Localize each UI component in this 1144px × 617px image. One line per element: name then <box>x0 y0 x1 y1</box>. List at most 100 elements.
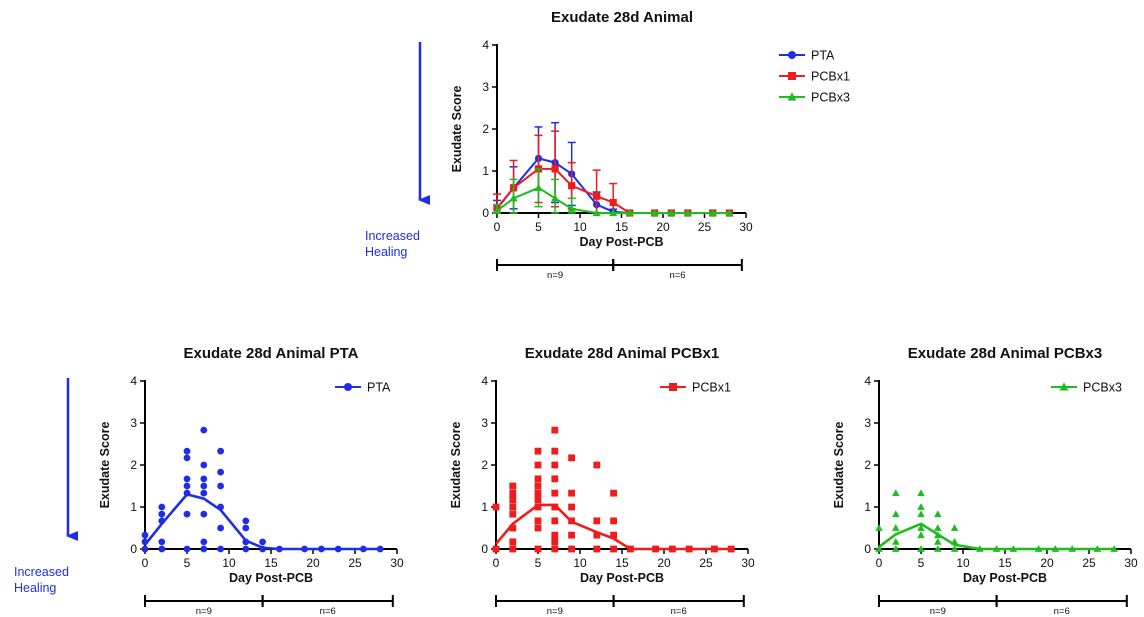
chart-panel-3: Exudate 28d Animal PCBx1 0 1 2 3 4 0 5 10 15 20 25 3… <box>449 345 755 617</box>
y-tick-label: 4 <box>130 374 137 388</box>
y-tick-label: 4 <box>864 374 871 388</box>
data-point <box>551 517 559 525</box>
data-point <box>509 503 517 511</box>
data-point <box>534 447 542 455</box>
y-axis-title: Exudate Score <box>832 422 846 509</box>
x-tick-label: 10 <box>573 220 587 234</box>
trend-line <box>878 522 1115 551</box>
data-point <box>492 503 500 511</box>
x-axis-title: Day Post-PCB <box>229 571 313 585</box>
data-point <box>183 482 191 490</box>
data-point <box>934 537 942 545</box>
data-point <box>509 482 517 490</box>
data-point <box>610 531 617 539</box>
y-tick-label: 3 <box>864 416 871 430</box>
data-point <box>158 503 166 511</box>
data-point <box>200 482 208 490</box>
data-point <box>534 482 542 490</box>
x-tick-label: 5 <box>535 556 542 570</box>
y-tick-label: 4 <box>482 38 489 52</box>
group-bracket: n=9 <box>878 595 998 617</box>
data-point <box>509 489 517 497</box>
data-point <box>934 545 942 552</box>
data-point <box>934 524 942 531</box>
x-tick-label: 30 <box>390 556 404 570</box>
data-point <box>551 194 560 202</box>
x-tick-label: 25 <box>348 556 362 570</box>
data-point <box>217 468 225 476</box>
x-tick-label: 30 <box>739 220 753 234</box>
data-point <box>200 461 208 469</box>
x-tick-label: 15 <box>998 556 1012 570</box>
data-point <box>610 489 617 497</box>
series-PCBx3 <box>875 489 1118 552</box>
group-label: n=6 <box>1054 606 1070 617</box>
x-axis-title: Day Post-PCB <box>963 571 1047 585</box>
x-tick-label: 15 <box>615 220 629 234</box>
chart-title: Exudate 28d Animal <box>551 9 693 26</box>
data-point <box>509 524 517 532</box>
x-tick-label: 5 <box>184 556 191 570</box>
data-point <box>200 538 208 546</box>
x-tick-label: 20 <box>1040 556 1054 570</box>
legend-label: PCBx1 <box>692 381 731 395</box>
y-tick-label: 3 <box>130 416 137 430</box>
group-bracket: n=6 <box>612 259 743 281</box>
legend-label: PCBx3 <box>811 91 850 105</box>
x-tick-label: 25 <box>698 220 712 234</box>
data-point <box>183 447 191 455</box>
data-point <box>568 531 575 539</box>
data-point <box>610 517 617 525</box>
group-label: n=6 <box>671 606 687 617</box>
series-PTA <box>141 426 384 553</box>
data-point <box>183 475 191 483</box>
data-point <box>200 426 208 434</box>
x-tick-label: 30 <box>1124 556 1138 570</box>
group-bracket: n=9 <box>496 259 615 281</box>
x-tick-label: 5 <box>918 556 925 570</box>
data-point <box>551 531 559 539</box>
data-point <box>892 545 900 552</box>
group-bracket: n=6 <box>261 595 394 617</box>
group-bracket: n=9 <box>495 595 615 617</box>
series-PCBx1 <box>492 426 735 553</box>
y-tick-label: 2 <box>864 458 871 472</box>
y-tick-label: 2 <box>482 122 489 136</box>
healing-annotation-bottom: Increased Healing <box>14 378 78 595</box>
data-point <box>593 461 601 469</box>
chart-panel-2: Exudate 28d Animal PTA 0 1 2 3 4 0 5 10 15 20 25 30 D… <box>98 345 404 617</box>
data-point <box>242 524 250 532</box>
series-PCBx3 <box>493 168 734 217</box>
data-point <box>534 496 542 504</box>
data-point <box>509 510 517 518</box>
legend-marker <box>788 51 796 59</box>
data-point <box>892 537 900 545</box>
data-point <box>568 489 575 497</box>
y-tick-label: 3 <box>481 416 488 430</box>
data-point <box>917 510 925 518</box>
data-point <box>534 183 543 191</box>
y-tick-label: 0 <box>864 542 871 556</box>
x-axis-title: Day Post-PCB <box>579 235 663 249</box>
legend-label: PCBx3 <box>1083 381 1122 395</box>
legend-item-PCBx3: PCBx3 <box>779 91 850 105</box>
data-point <box>493 206 501 215</box>
legend-marker <box>787 92 797 101</box>
chart-panel-4: Exudate 28d Animal PCBx3 0 1 2 3 4 0 5 10 15 20 25 3… <box>832 345 1138 617</box>
group-label: n=6 <box>669 270 685 281</box>
data-point <box>568 545 575 553</box>
y-tick-label: 0 <box>130 542 137 556</box>
group-label: n=9 <box>547 606 563 617</box>
data-point <box>509 194 518 202</box>
y-tick-label: 4 <box>481 374 488 388</box>
data-point <box>509 538 517 546</box>
y-tick-label: 1 <box>481 500 488 514</box>
data-point <box>551 165 559 173</box>
data-point <box>141 531 149 539</box>
data-point <box>200 545 208 553</box>
data-point <box>609 208 618 217</box>
trend-line <box>143 493 381 551</box>
x-tick-label: 10 <box>956 556 970 570</box>
data-point <box>534 461 542 469</box>
